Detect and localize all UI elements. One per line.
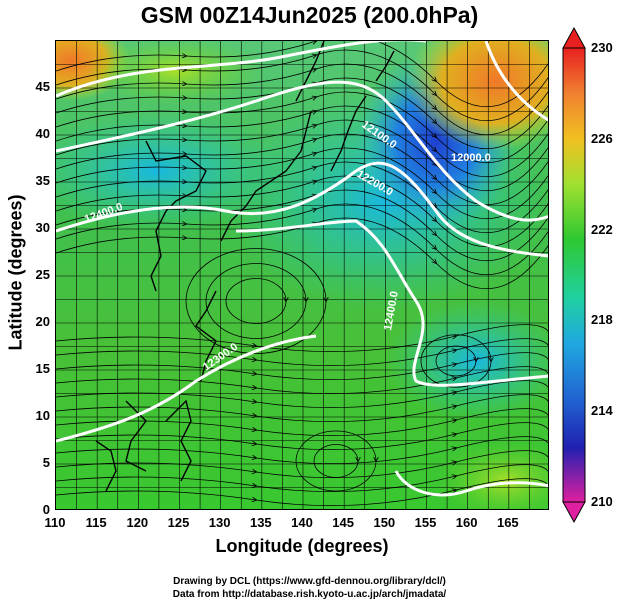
y-tick-label: 10 bbox=[35, 408, 50, 423]
contour-line bbox=[56, 161, 548, 258]
coastlines bbox=[95, 41, 395, 492]
streamline bbox=[435, 345, 476, 377]
contour-line bbox=[235, 219, 548, 387]
streamline bbox=[56, 41, 548, 107]
y-tick-label: 25 bbox=[35, 267, 50, 282]
colorbar bbox=[562, 26, 586, 524]
y-tick-label: 45 bbox=[35, 79, 50, 94]
map-plot-area: 12400.0 12300.0 12200.0 12100.0 12000.0 … bbox=[55, 40, 549, 510]
lat-lon-grid bbox=[56, 41, 548, 509]
map-canvas: 12400.0 12300.0 12200.0 12100.0 12000.0 … bbox=[56, 41, 548, 509]
streamline bbox=[56, 49, 548, 121]
x-tick-label: 145 bbox=[332, 515, 354, 530]
contour-line bbox=[56, 80, 548, 222]
x-tick-label: 135 bbox=[249, 515, 272, 530]
y-tick-label: 20 bbox=[35, 314, 50, 329]
x-tick-label: 115 bbox=[85, 515, 107, 530]
colorbar-max-arrow bbox=[562, 26, 586, 49]
y-tick-label: 40 bbox=[35, 126, 50, 141]
streamline bbox=[205, 263, 306, 339]
x-tick-label: 165 bbox=[496, 515, 519, 530]
contour-line bbox=[56, 41, 426, 98]
streamline bbox=[295, 430, 376, 492]
streamline bbox=[56, 133, 548, 205]
colorbar-min-arrow bbox=[562, 501, 586, 524]
x-axis-label: Longitude (degrees) bbox=[215, 536, 389, 556]
streamline bbox=[56, 63, 548, 135]
credit-drawing: Drawing by DCL (https://www.gfd-dennou.o… bbox=[173, 576, 446, 587]
contour-label: 12000.0 bbox=[451, 152, 491, 164]
colorbar-tick-label: 218 bbox=[591, 312, 613, 328]
y-tick-label: 5 bbox=[42, 455, 50, 470]
colorbar-tick-label: 214 bbox=[591, 403, 613, 419]
streamlines bbox=[56, 41, 548, 506]
credit-data: Data from http://database.rish.kyoto-u.a… bbox=[172, 589, 447, 600]
colorbar-tick-label: 230 bbox=[591, 40, 613, 55]
y-tick-label: 30 bbox=[35, 220, 50, 235]
streamline bbox=[56, 175, 548, 247]
colorbar-tick-label: 222 bbox=[591, 221, 613, 237]
y-tick-label: 0 bbox=[42, 502, 50, 517]
streamline bbox=[313, 444, 358, 478]
x-tick-label: 125 bbox=[167, 515, 190, 530]
y-tick-label: 35 bbox=[35, 173, 50, 188]
contour-line bbox=[56, 334, 317, 443]
streamline bbox=[225, 278, 286, 324]
streamline bbox=[56, 203, 548, 275]
height-contours bbox=[56, 41, 548, 497]
streamline bbox=[56, 478, 548, 506]
x-tick-label: 130 bbox=[208, 515, 231, 530]
x-tick-label: 160 bbox=[455, 515, 478, 530]
contour-line bbox=[484, 41, 548, 122]
orange-region-ne bbox=[406, 41, 548, 151]
colorbar-tick-label: 226 bbox=[591, 130, 613, 146]
colorbar-tick-label: 210 bbox=[591, 494, 613, 509]
streamline bbox=[56, 119, 548, 191]
x-tick-label: 120 bbox=[126, 515, 149, 530]
streamline bbox=[420, 334, 491, 388]
streamline bbox=[56, 105, 548, 177]
streamline bbox=[56, 147, 548, 219]
x-tick-label: 155 bbox=[414, 515, 437, 530]
y-axis-label: Latitude (degrees) bbox=[5, 194, 26, 351]
x-tick-label: 140 bbox=[291, 515, 313, 530]
y-tick-label: 15 bbox=[35, 361, 50, 376]
contour-line bbox=[394, 470, 548, 497]
streamline bbox=[56, 161, 548, 233]
x-tick-label: 150 bbox=[373, 515, 396, 530]
plot-title: GSM 00Z14Jun2025 (200.0hPa) bbox=[140, 2, 479, 28]
streamline bbox=[185, 248, 326, 354]
x-tick-label: 110 bbox=[44, 515, 66, 530]
colorbar-gradient bbox=[562, 47, 586, 503]
